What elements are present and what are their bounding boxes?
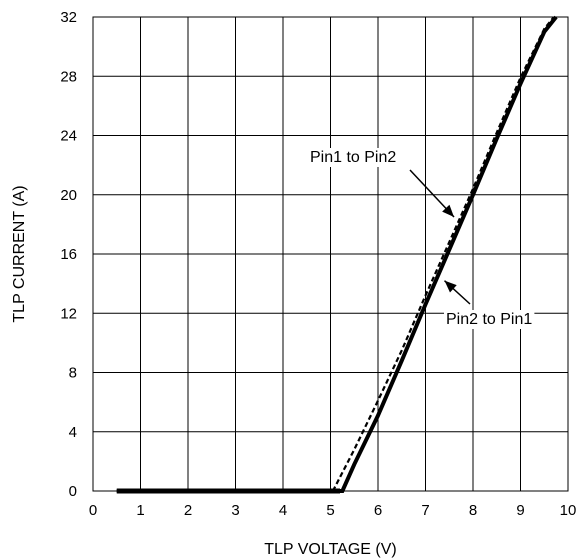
y-tick-label: 8 (69, 365, 77, 382)
annotations: Pin1 to Pin2 Pin2 to Pin1 (308, 148, 535, 329)
x-tick-labels: 0 1 2 3 4 5 6 7 8 9 10 (89, 502, 577, 519)
y-axis-title: TLP CURRENT (A) (11, 185, 28, 322)
x-tick-label: 1 (136, 502, 144, 519)
annotation-text-background (444, 310, 535, 329)
arrowhead-pin2-to-pin1 (444, 280, 457, 293)
y-tick-label: 16 (60, 246, 77, 263)
series-line-pin2-to-pin1 (116, 15, 558, 493)
y-tick-label: 4 (69, 424, 77, 441)
arrowhead-pin1-to-pin2 (442, 204, 454, 217)
annotation-pin2-to-pin1: Pin2 to Pin1 (446, 311, 532, 328)
x-tick-label: 6 (374, 502, 382, 519)
grid (92, 16, 569, 492)
y-tick-labels: 0 4 8 12 16 20 24 28 32 (60, 9, 77, 500)
y-tick-label: 28 (60, 68, 77, 85)
x-tick-label: 0 (89, 502, 97, 519)
y-tick-label: 24 (60, 128, 77, 145)
x-tick-label: 7 (421, 502, 429, 519)
x-tick-label: 5 (326, 502, 334, 519)
x-tick-label: 3 (231, 502, 239, 519)
x-tick-label: 9 (516, 502, 524, 519)
x-axis-title: TLP VOLTAGE (V) (264, 541, 396, 558)
x-tick-label: 8 (469, 502, 477, 519)
x-tick-label: 2 (184, 502, 192, 519)
x-tick-label: 10 (560, 502, 577, 519)
annotation-pin1-to-pin2: Pin1 to Pin2 (310, 149, 396, 166)
y-tick-label: 0 (69, 483, 77, 500)
y-tick-label: 12 (60, 305, 77, 322)
series-layer (116, 15, 558, 494)
x-tick-label: 4 (279, 502, 287, 519)
y-tick-label: 32 (60, 9, 77, 26)
y-tick-label: 20 (60, 187, 77, 204)
annotation-text-background (308, 148, 399, 167)
